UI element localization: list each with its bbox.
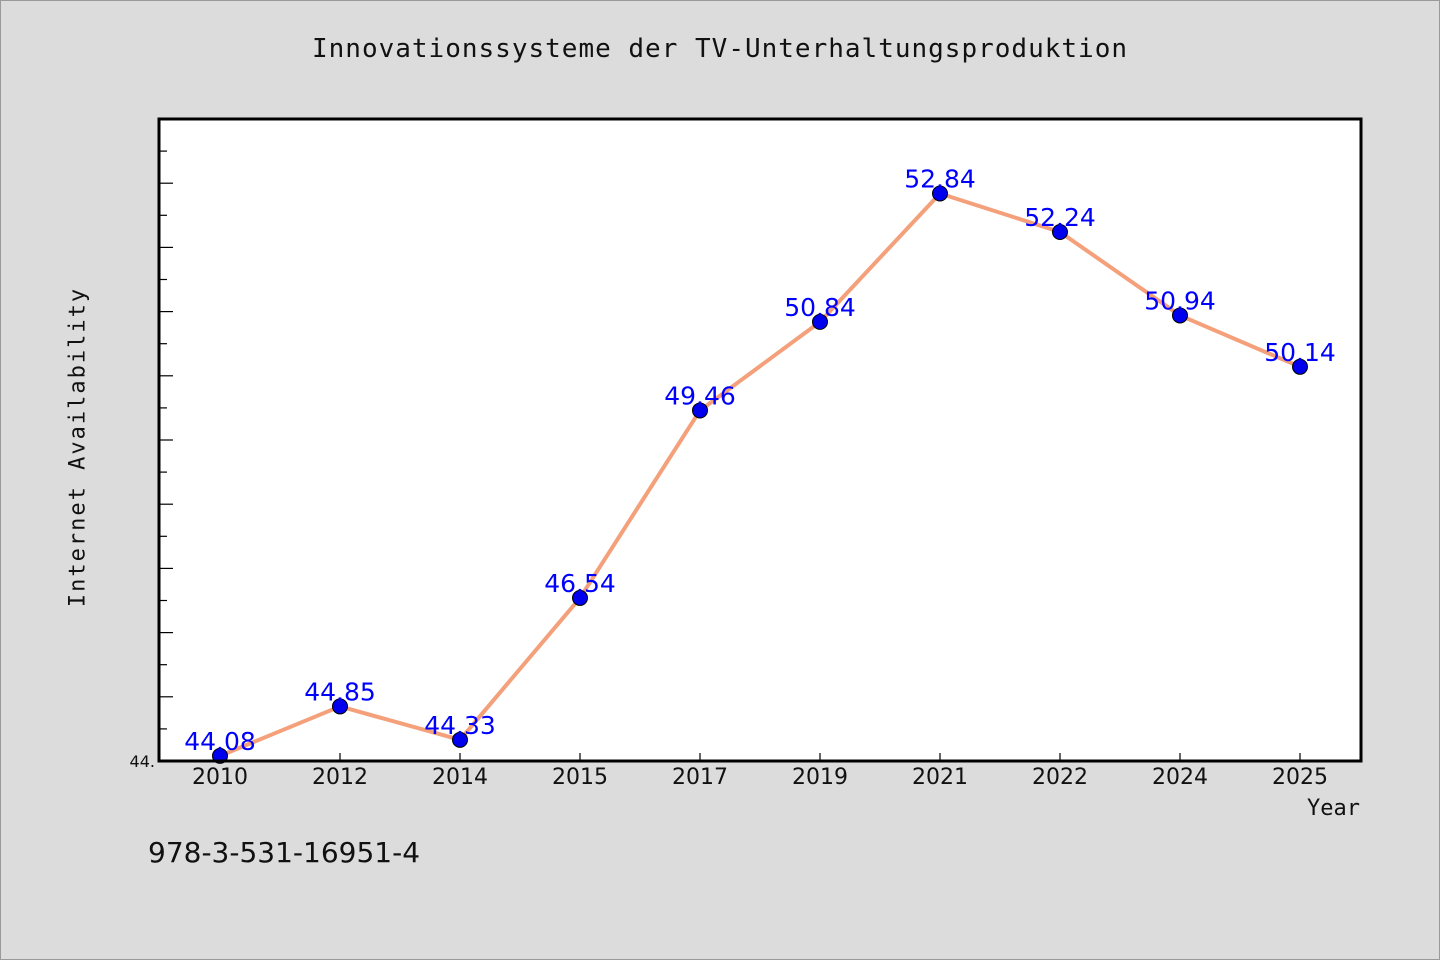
x-tick-label: 2010 <box>192 765 248 790</box>
chart-title: Innovationssysteme der TV-Unterhaltungsp… <box>311 34 1128 64</box>
data-point <box>692 402 708 419</box>
x-tick-label: 2017 <box>672 765 728 790</box>
data-point <box>1052 223 1068 240</box>
x-tick-label: 2025 <box>1272 765 1328 790</box>
x-tick-label: 2022 <box>1032 765 1088 790</box>
data-point <box>812 313 828 330</box>
data-point <box>1292 358 1308 375</box>
data-label: 44.08 <box>184 727 256 756</box>
y-tick-label: 44. <box>130 752 155 771</box>
x-tick-label: 2012 <box>312 765 368 790</box>
x-tick-label: 2015 <box>552 765 608 790</box>
x-tick-label: 2014 <box>432 765 488 790</box>
x-tick-label: 2024 <box>1152 765 1208 790</box>
data-label: 44.85 <box>304 677 376 706</box>
isbn-text: 978-3-531-16951-4 <box>148 836 421 869</box>
data-label: 52.84 <box>904 164 976 193</box>
x-tick-label: 2019 <box>792 765 848 790</box>
data-label: 50.84 <box>784 293 856 322</box>
data-label: 46.54 <box>544 569 616 598</box>
series-line <box>218 191 1302 758</box>
data-label: 44.33 <box>424 711 496 740</box>
data-point <box>572 589 588 606</box>
data-label: 50.14 <box>1264 338 1336 367</box>
data-point <box>332 698 348 715</box>
plot-area <box>159 119 1361 761</box>
data-label: 49.46 <box>664 381 736 410</box>
x-axis-label: Year <box>1307 796 1360 821</box>
data-point <box>1172 307 1188 324</box>
data-label: 52.24 <box>1024 203 1096 232</box>
plot-border <box>157 117 1363 763</box>
data-point <box>452 731 468 748</box>
data-label: 50.94 <box>1144 286 1216 315</box>
x-tick-label: 2021 <box>912 765 968 790</box>
data-point <box>932 185 948 202</box>
